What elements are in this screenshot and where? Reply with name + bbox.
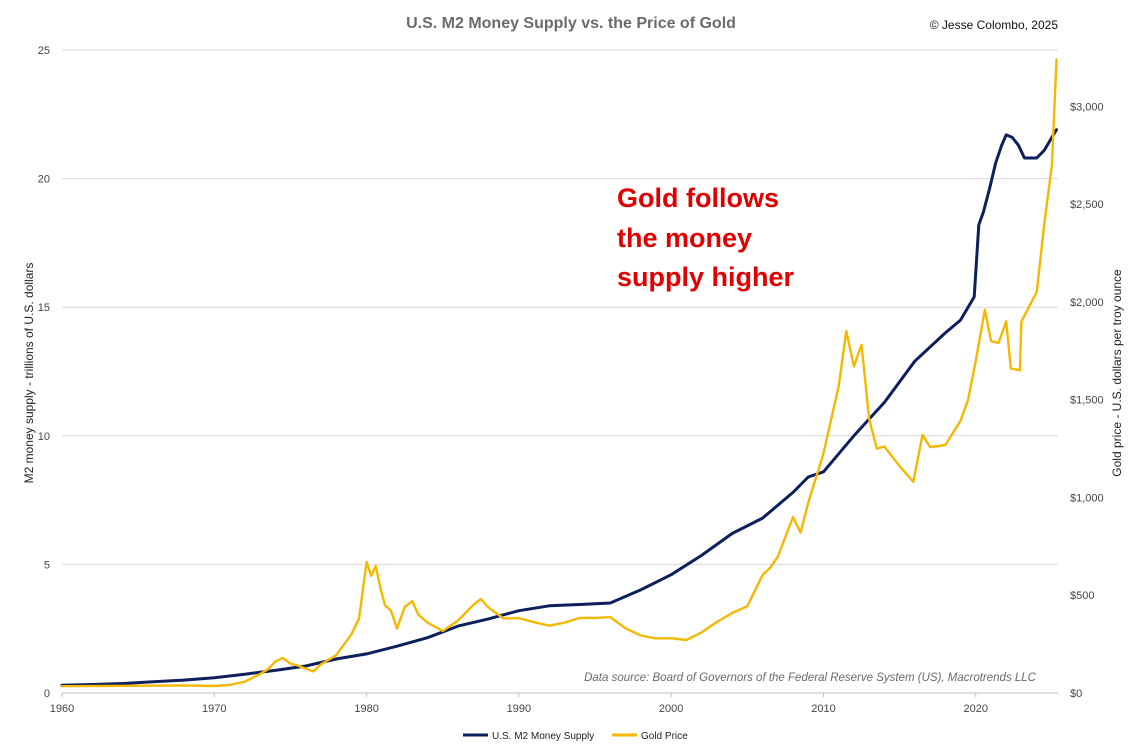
right-tick-label: $3,000 (1070, 101, 1104, 113)
annotation-line-2: the money (617, 223, 752, 253)
m2-money-supply-line (60, 128, 1058, 687)
right-tick-label: $2,000 (1070, 297, 1104, 309)
right-axis-ticks: $0 $500 $1,000 $1,500 $2,000 $2,500 $3,000 (1070, 101, 1104, 700)
right-tick-label: $1,500 (1070, 395, 1104, 407)
legend: U.S. M2 Money Supply Gold Price (463, 731, 688, 742)
left-axis-label: M2 money supply - trillions of U.S. doll… (22, 263, 36, 484)
left-tick-label: 0 (44, 688, 50, 700)
left-axis-ticks: 0 5 10 15 20 25 (38, 45, 50, 700)
legend-label-m2: U.S. M2 Money Supply (492, 731, 594, 742)
x-axis-ticks: 1960 1970 1980 1990 2000 2010 2020 (50, 693, 988, 715)
right-tick-label: $0 (1070, 688, 1082, 700)
annotation-line-1: Gold follows (617, 183, 779, 213)
chart-title: U.S. M2 Money Supply vs. the Price of Go… (406, 15, 736, 32)
left-tick-label: 10 (38, 431, 50, 443)
left-tick-label: 25 (38, 45, 50, 57)
x-tick-label: 1960 (50, 703, 74, 715)
legend-label-gold: Gold Price (641, 731, 688, 742)
x-tick-label: 1990 (507, 703, 531, 715)
x-tick-label: 2010 (811, 703, 835, 715)
right-tick-label: $2,500 (1070, 199, 1104, 211)
gold-price-line (60, 58, 1058, 688)
x-tick-label: 1970 (202, 703, 226, 715)
right-axis-label: Gold price - U.S. dollars per troy ounce (1110, 269, 1124, 477)
x-tick-label: 2020 (964, 703, 988, 715)
data-source-note: Data source: Board of Governors of the F… (584, 672, 1037, 684)
gridlines (62, 49, 1058, 565)
annotation-line-3: supply higher (617, 262, 795, 292)
left-tick-label: 20 (38, 174, 50, 186)
left-tick-label: 5 (44, 559, 50, 571)
right-tick-label: $500 (1070, 590, 1094, 602)
right-tick-label: $1,000 (1070, 492, 1104, 504)
x-tick-label: 1980 (354, 703, 378, 715)
copyright-text: © Jesse Colombo, 2025 (930, 18, 1059, 32)
left-tick-label: 15 (38, 302, 50, 314)
x-tick-label: 2000 (659, 703, 683, 715)
